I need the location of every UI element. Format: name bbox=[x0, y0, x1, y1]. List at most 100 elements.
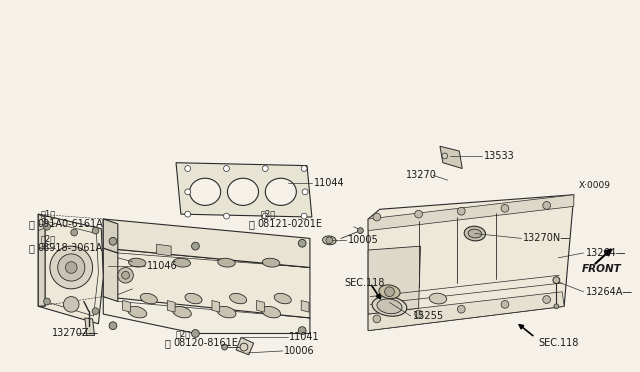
Polygon shape bbox=[103, 219, 310, 267]
Ellipse shape bbox=[227, 178, 259, 205]
Circle shape bbox=[326, 237, 333, 244]
Circle shape bbox=[221, 344, 227, 350]
Text: 13270: 13270 bbox=[406, 170, 437, 180]
Ellipse shape bbox=[262, 307, 280, 318]
Ellipse shape bbox=[230, 294, 246, 304]
Circle shape bbox=[185, 166, 191, 171]
Circle shape bbox=[301, 213, 307, 219]
Circle shape bbox=[298, 327, 306, 334]
Circle shape bbox=[458, 207, 465, 215]
Text: SEC.118: SEC.118 bbox=[345, 278, 385, 288]
Polygon shape bbox=[368, 292, 564, 331]
Polygon shape bbox=[236, 337, 253, 355]
Circle shape bbox=[302, 189, 308, 195]
Ellipse shape bbox=[323, 236, 336, 245]
Text: X·0009: X·0009 bbox=[579, 180, 611, 189]
Ellipse shape bbox=[468, 229, 482, 238]
Ellipse shape bbox=[189, 178, 221, 205]
Circle shape bbox=[262, 166, 268, 171]
Text: 2＞: 2＞ bbox=[176, 329, 191, 338]
Text: 13270Z—: 13270Z— bbox=[52, 327, 99, 337]
Ellipse shape bbox=[129, 258, 146, 267]
Text: 11044: 11044 bbox=[314, 178, 344, 188]
Ellipse shape bbox=[379, 285, 400, 299]
Text: Ⓢ: Ⓢ bbox=[29, 219, 35, 229]
Ellipse shape bbox=[172, 307, 191, 318]
Ellipse shape bbox=[218, 258, 235, 267]
Ellipse shape bbox=[464, 226, 486, 241]
Polygon shape bbox=[38, 214, 103, 324]
Circle shape bbox=[262, 213, 268, 219]
Circle shape bbox=[44, 223, 51, 230]
Circle shape bbox=[71, 229, 77, 236]
Circle shape bbox=[185, 211, 191, 217]
Polygon shape bbox=[368, 246, 420, 314]
Text: 091A0-6161A: 091A0-6161A bbox=[37, 219, 103, 229]
Circle shape bbox=[415, 310, 422, 318]
Circle shape bbox=[109, 322, 117, 330]
Ellipse shape bbox=[429, 293, 447, 304]
Ellipse shape bbox=[262, 258, 280, 267]
Circle shape bbox=[122, 272, 129, 279]
Circle shape bbox=[543, 296, 550, 304]
Text: （1）: （1） bbox=[40, 210, 56, 219]
Circle shape bbox=[543, 202, 550, 209]
Text: Ⓝ: Ⓝ bbox=[29, 243, 35, 253]
Circle shape bbox=[298, 239, 306, 247]
Polygon shape bbox=[103, 219, 118, 253]
Text: 13270N—: 13270N— bbox=[524, 233, 572, 243]
Polygon shape bbox=[103, 248, 118, 301]
Text: 13264A—: 13264A— bbox=[586, 287, 632, 297]
Polygon shape bbox=[123, 301, 131, 312]
Polygon shape bbox=[103, 296, 310, 333]
Ellipse shape bbox=[185, 294, 202, 304]
Circle shape bbox=[109, 237, 117, 245]
Circle shape bbox=[223, 213, 229, 219]
Polygon shape bbox=[212, 301, 220, 312]
Circle shape bbox=[44, 298, 51, 305]
Polygon shape bbox=[368, 195, 574, 231]
Text: 2＞: 2＞ bbox=[40, 234, 56, 243]
Circle shape bbox=[185, 189, 191, 195]
Ellipse shape bbox=[140, 294, 157, 304]
Circle shape bbox=[63, 296, 79, 312]
Text: 08918-3061A: 08918-3061A bbox=[37, 243, 102, 253]
Text: 10005: 10005 bbox=[348, 235, 378, 245]
Circle shape bbox=[92, 308, 99, 315]
Ellipse shape bbox=[372, 296, 407, 316]
Ellipse shape bbox=[266, 178, 296, 205]
Polygon shape bbox=[157, 244, 171, 256]
Ellipse shape bbox=[217, 307, 236, 318]
Polygon shape bbox=[301, 301, 309, 312]
Ellipse shape bbox=[173, 258, 191, 267]
Circle shape bbox=[58, 254, 85, 281]
Circle shape bbox=[373, 315, 381, 323]
Text: Ⓑ: Ⓑ bbox=[249, 219, 255, 229]
Polygon shape bbox=[368, 195, 574, 331]
Circle shape bbox=[458, 305, 465, 313]
Circle shape bbox=[373, 213, 381, 221]
Polygon shape bbox=[103, 248, 310, 318]
Polygon shape bbox=[85, 318, 95, 336]
Text: 13533: 13533 bbox=[484, 151, 515, 161]
Ellipse shape bbox=[128, 307, 147, 318]
Text: 10006: 10006 bbox=[284, 346, 314, 356]
Circle shape bbox=[65, 262, 77, 273]
Circle shape bbox=[301, 166, 307, 171]
Polygon shape bbox=[38, 214, 45, 306]
Polygon shape bbox=[257, 301, 264, 312]
Circle shape bbox=[501, 205, 509, 212]
Text: FRONT: FRONT bbox=[582, 264, 621, 275]
Text: 15255: 15255 bbox=[413, 311, 444, 321]
Text: 08121-0201E: 08121-0201E bbox=[257, 219, 323, 229]
Text: 2＞: 2＞ bbox=[260, 210, 276, 219]
Polygon shape bbox=[440, 146, 462, 169]
Circle shape bbox=[92, 227, 99, 234]
Circle shape bbox=[191, 330, 199, 337]
Circle shape bbox=[191, 242, 199, 250]
Circle shape bbox=[223, 166, 229, 171]
Text: 13264—: 13264— bbox=[586, 248, 626, 258]
Text: 08120-8161E: 08120-8161E bbox=[173, 338, 238, 348]
Circle shape bbox=[501, 301, 509, 308]
Circle shape bbox=[118, 267, 133, 283]
